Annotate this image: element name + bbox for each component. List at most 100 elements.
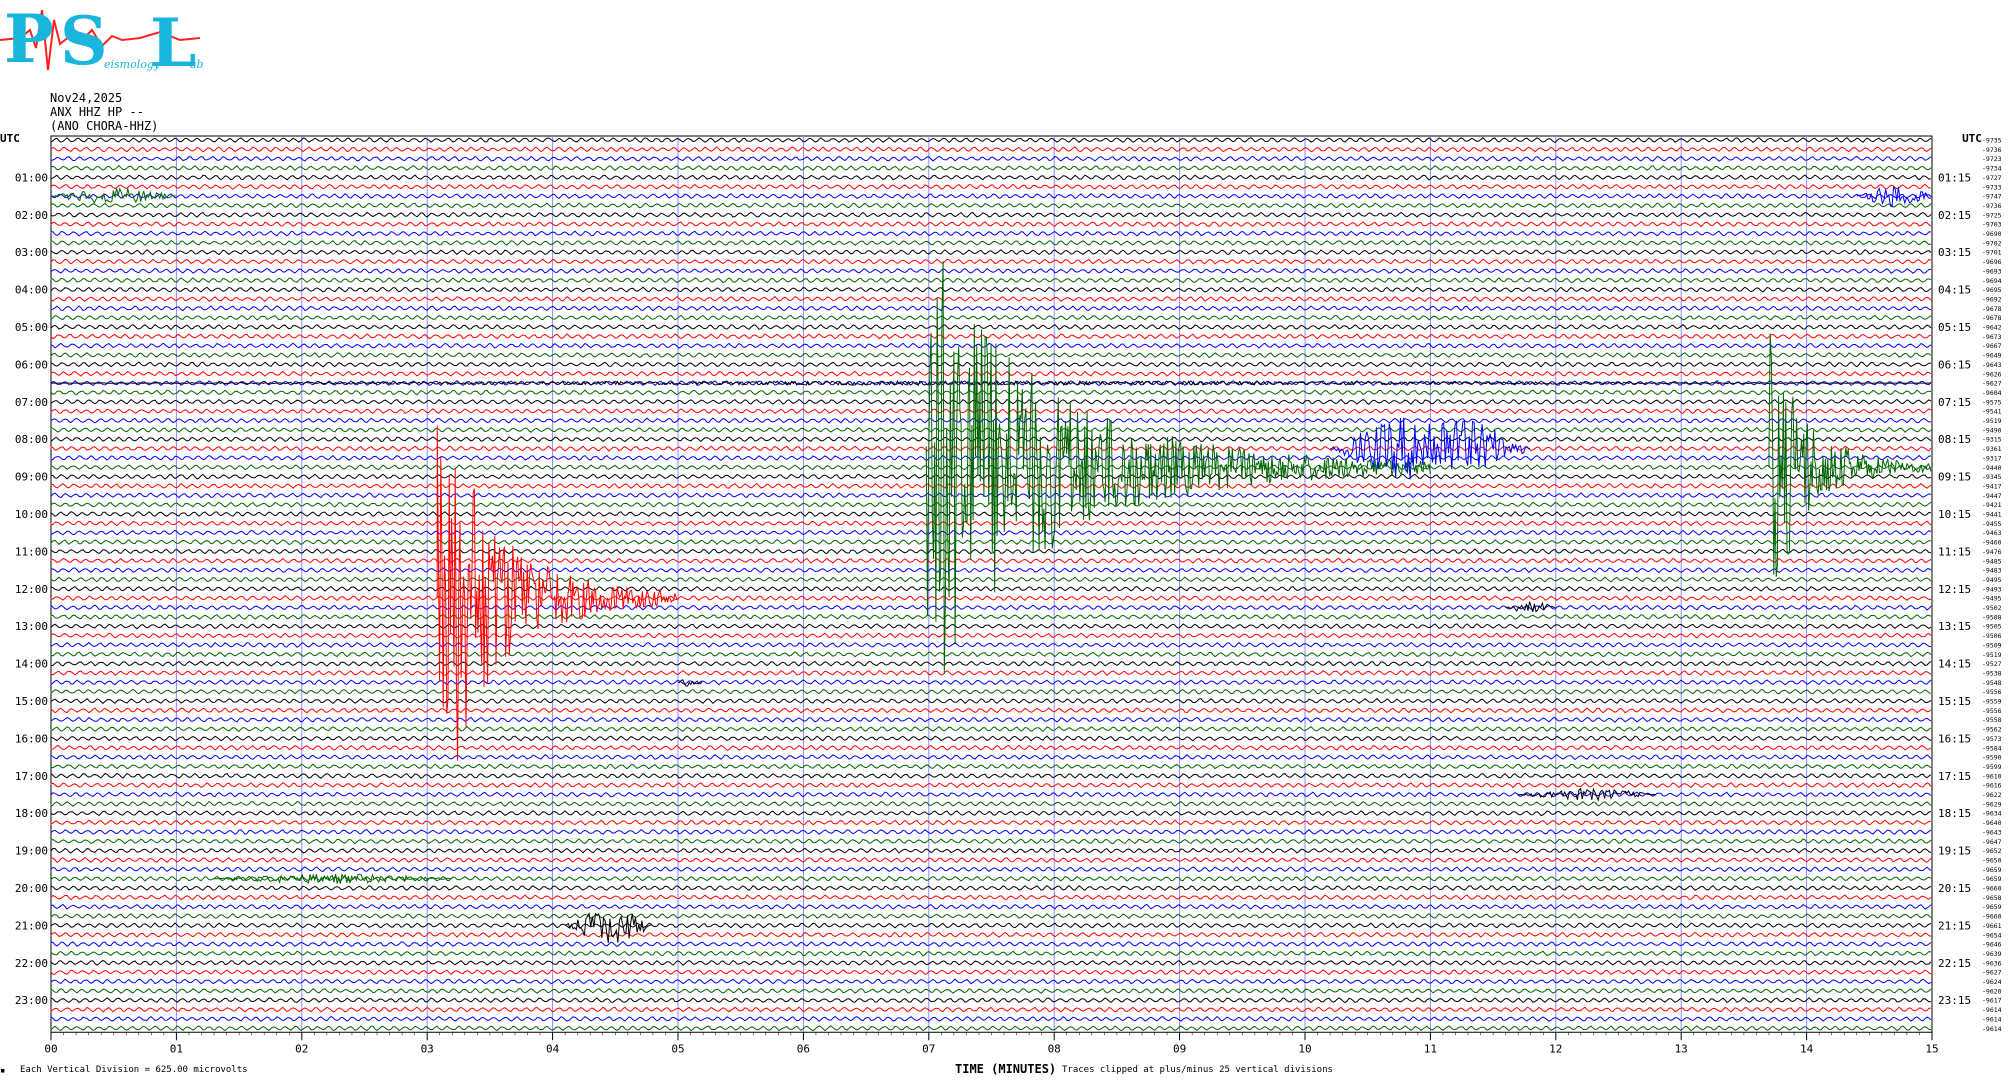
header-sub: (ANO CHORA-HHZ) xyxy=(50,119,159,133)
trace-offset: -9627 xyxy=(1982,380,2002,388)
trace-line xyxy=(50,492,1932,499)
trace-line xyxy=(50,894,1932,901)
trace-line xyxy=(50,548,1932,555)
trace-line xyxy=(50,1015,1932,1022)
trace-line xyxy=(50,828,1932,835)
left-hour-label: 23:00 xyxy=(15,994,48,1007)
trace-offset: -9541 xyxy=(1982,408,2002,416)
trace-line xyxy=(50,903,1932,910)
trace-offset: -9673 xyxy=(1982,333,2002,341)
trace-offset: -9692 xyxy=(1982,295,2002,303)
trace-line xyxy=(50,735,1932,742)
right-hour-label: 10:15 xyxy=(1938,508,1971,521)
left-hour-label: 11:00 xyxy=(15,545,48,558)
right-hour-label: 04:15 xyxy=(1938,284,1971,297)
trace-line xyxy=(50,978,1932,985)
trace-line xyxy=(50,707,1932,714)
trace-offset: -9538 xyxy=(1982,669,2002,677)
trace-offset: -9610 xyxy=(1982,772,2002,780)
trace-line xyxy=(50,688,1932,695)
trace-line xyxy=(50,324,1932,330)
trace-offset: -9440 xyxy=(1982,464,2002,472)
right-hour-label: 11:15 xyxy=(1938,545,1971,558)
trace-line xyxy=(50,370,1932,377)
trace-offset: -9556 xyxy=(1982,688,2002,696)
x-tick-label: 12 xyxy=(1549,1042,1562,1055)
trace-offset: -9652 xyxy=(1982,847,2002,855)
left-hour-label: 16:00 xyxy=(15,732,48,745)
right-hour-label: 23:15 xyxy=(1938,994,1971,1007)
trace-offset: -9502 xyxy=(1982,604,2002,612)
trace-line xyxy=(50,567,1932,574)
trace-offset: -9693 xyxy=(1982,267,2002,275)
trace-line xyxy=(50,314,1932,321)
trace-offset: -9506 xyxy=(1982,632,2002,640)
event-waveform xyxy=(1505,601,1556,613)
trace-offset: -9519 xyxy=(1982,651,2002,659)
trace-offset: -9620 xyxy=(1982,987,2002,995)
trace-offset: -9317 xyxy=(1982,454,2002,462)
left-hour-label: 03:00 xyxy=(15,246,48,259)
trace-line xyxy=(50,202,1932,209)
trace-offset: -9723 xyxy=(1982,155,2002,163)
trace-line xyxy=(50,782,1932,789)
trace-offset: -9639 xyxy=(1982,950,2002,958)
trace-offset: -9642 xyxy=(1982,324,2002,332)
right-hour-label: 16:15 xyxy=(1938,732,1971,745)
trace-offset: -9315 xyxy=(1982,436,2002,444)
trace-line xyxy=(50,660,1932,667)
trace-offset: -9678 xyxy=(1982,314,2002,322)
trace-offset: -9690 xyxy=(1982,230,2002,238)
trace-line xyxy=(50,604,1932,611)
trace-offset: -9590 xyxy=(1982,754,2002,762)
trace-offset: -9509 xyxy=(1982,641,2002,649)
trace-offset: -9733 xyxy=(1982,183,2002,191)
trace-line xyxy=(50,623,1932,630)
trace-line xyxy=(50,912,1932,920)
trace-offset: -9548 xyxy=(1982,679,2002,687)
trace-line xyxy=(50,352,1932,359)
x-tick-label: 09 xyxy=(1173,1042,1186,1055)
trace-offset: -9736 xyxy=(1982,202,2002,210)
left-hour-label: 01:00 xyxy=(15,171,48,184)
right-hour-label: 07:15 xyxy=(1938,396,1971,409)
right-hour-label: 15:15 xyxy=(1938,695,1971,708)
trace-line xyxy=(50,249,1932,256)
left-hour-label: 09:00 xyxy=(15,471,48,484)
trace-offset: -9701 xyxy=(1982,249,2002,257)
trace-line xyxy=(50,286,1932,293)
left-hour-label: 15:00 xyxy=(15,695,48,708)
trace-offset: -9747 xyxy=(1982,193,2002,201)
left-hour-label: 05:00 xyxy=(15,321,48,334)
trace-line xyxy=(50,276,1932,284)
trace-line xyxy=(50,585,1932,592)
trace-offset: -9527 xyxy=(1982,660,2002,668)
trace-line xyxy=(50,576,1932,583)
x-tick-label: 10 xyxy=(1298,1042,1311,1055)
trace-line xyxy=(50,417,1932,424)
trace-line xyxy=(50,931,1932,938)
trace-line xyxy=(50,838,1932,845)
event-waveform xyxy=(51,187,176,205)
trace-line xyxy=(50,137,1932,143)
vertical-division-note: Each Vertical Division = 625.00 microvol… xyxy=(20,1065,248,1075)
trace-line xyxy=(50,1025,1932,1032)
trace-offset: -9725 xyxy=(1982,211,2002,219)
trace-offset: -9629 xyxy=(1982,800,2002,808)
trace-offset: -9624 xyxy=(1982,978,2002,986)
trace-offset: -9460 xyxy=(1982,539,2002,547)
trace-line xyxy=(50,174,1932,181)
trace-line xyxy=(50,258,1932,265)
header-date: Nov24,2025 xyxy=(50,91,123,105)
trace-offset: -9490 xyxy=(1982,426,2002,434)
trace-offset: -9647 xyxy=(1982,838,2002,846)
trace-line xyxy=(50,847,1932,854)
x-tick-label: 03 xyxy=(421,1042,434,1055)
trace-offset: -9556 xyxy=(1982,707,2002,715)
left-hour-label: 19:00 xyxy=(15,845,48,858)
left-hour-label: 14:00 xyxy=(15,658,48,671)
trace-line xyxy=(50,997,1932,1004)
trace-line xyxy=(50,221,1932,228)
trace-offset: -9678 xyxy=(1982,305,2002,313)
logo-waveform xyxy=(0,9,201,71)
